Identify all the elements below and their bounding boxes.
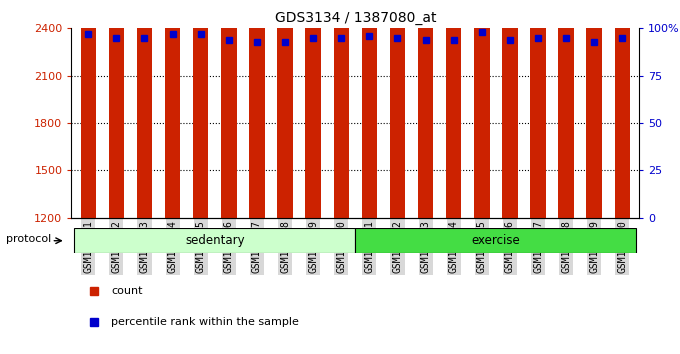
Text: percentile rank within the sample: percentile rank within the sample	[111, 317, 299, 327]
Bar	[615, 0, 630, 218]
Text: sedentary: sedentary	[185, 234, 245, 247]
Bar	[277, 26, 293, 218]
Bar	[390, 0, 405, 218]
Bar	[305, 0, 321, 218]
Bar	[165, 0, 180, 218]
Text: protocol: protocol	[5, 234, 51, 245]
Bar	[355, 228, 636, 253]
Bar	[74, 228, 355, 253]
Bar	[530, 0, 546, 218]
Bar	[249, 27, 265, 218]
Bar	[80, 0, 96, 218]
Bar	[193, 0, 209, 218]
Bar	[502, 11, 517, 218]
Bar	[362, 0, 377, 218]
Text: count: count	[111, 286, 143, 296]
Bar	[221, 0, 237, 218]
Bar	[418, 0, 433, 218]
Bar	[333, 12, 349, 218]
Bar	[586, 27, 602, 218]
Bar	[474, 0, 490, 218]
Bar	[109, 0, 124, 218]
Bar	[137, 0, 152, 218]
Text: exercise: exercise	[471, 234, 520, 247]
Bar	[558, 0, 574, 218]
Title: GDS3134 / 1387080_at: GDS3134 / 1387080_at	[275, 11, 436, 24]
Bar	[446, 0, 462, 218]
